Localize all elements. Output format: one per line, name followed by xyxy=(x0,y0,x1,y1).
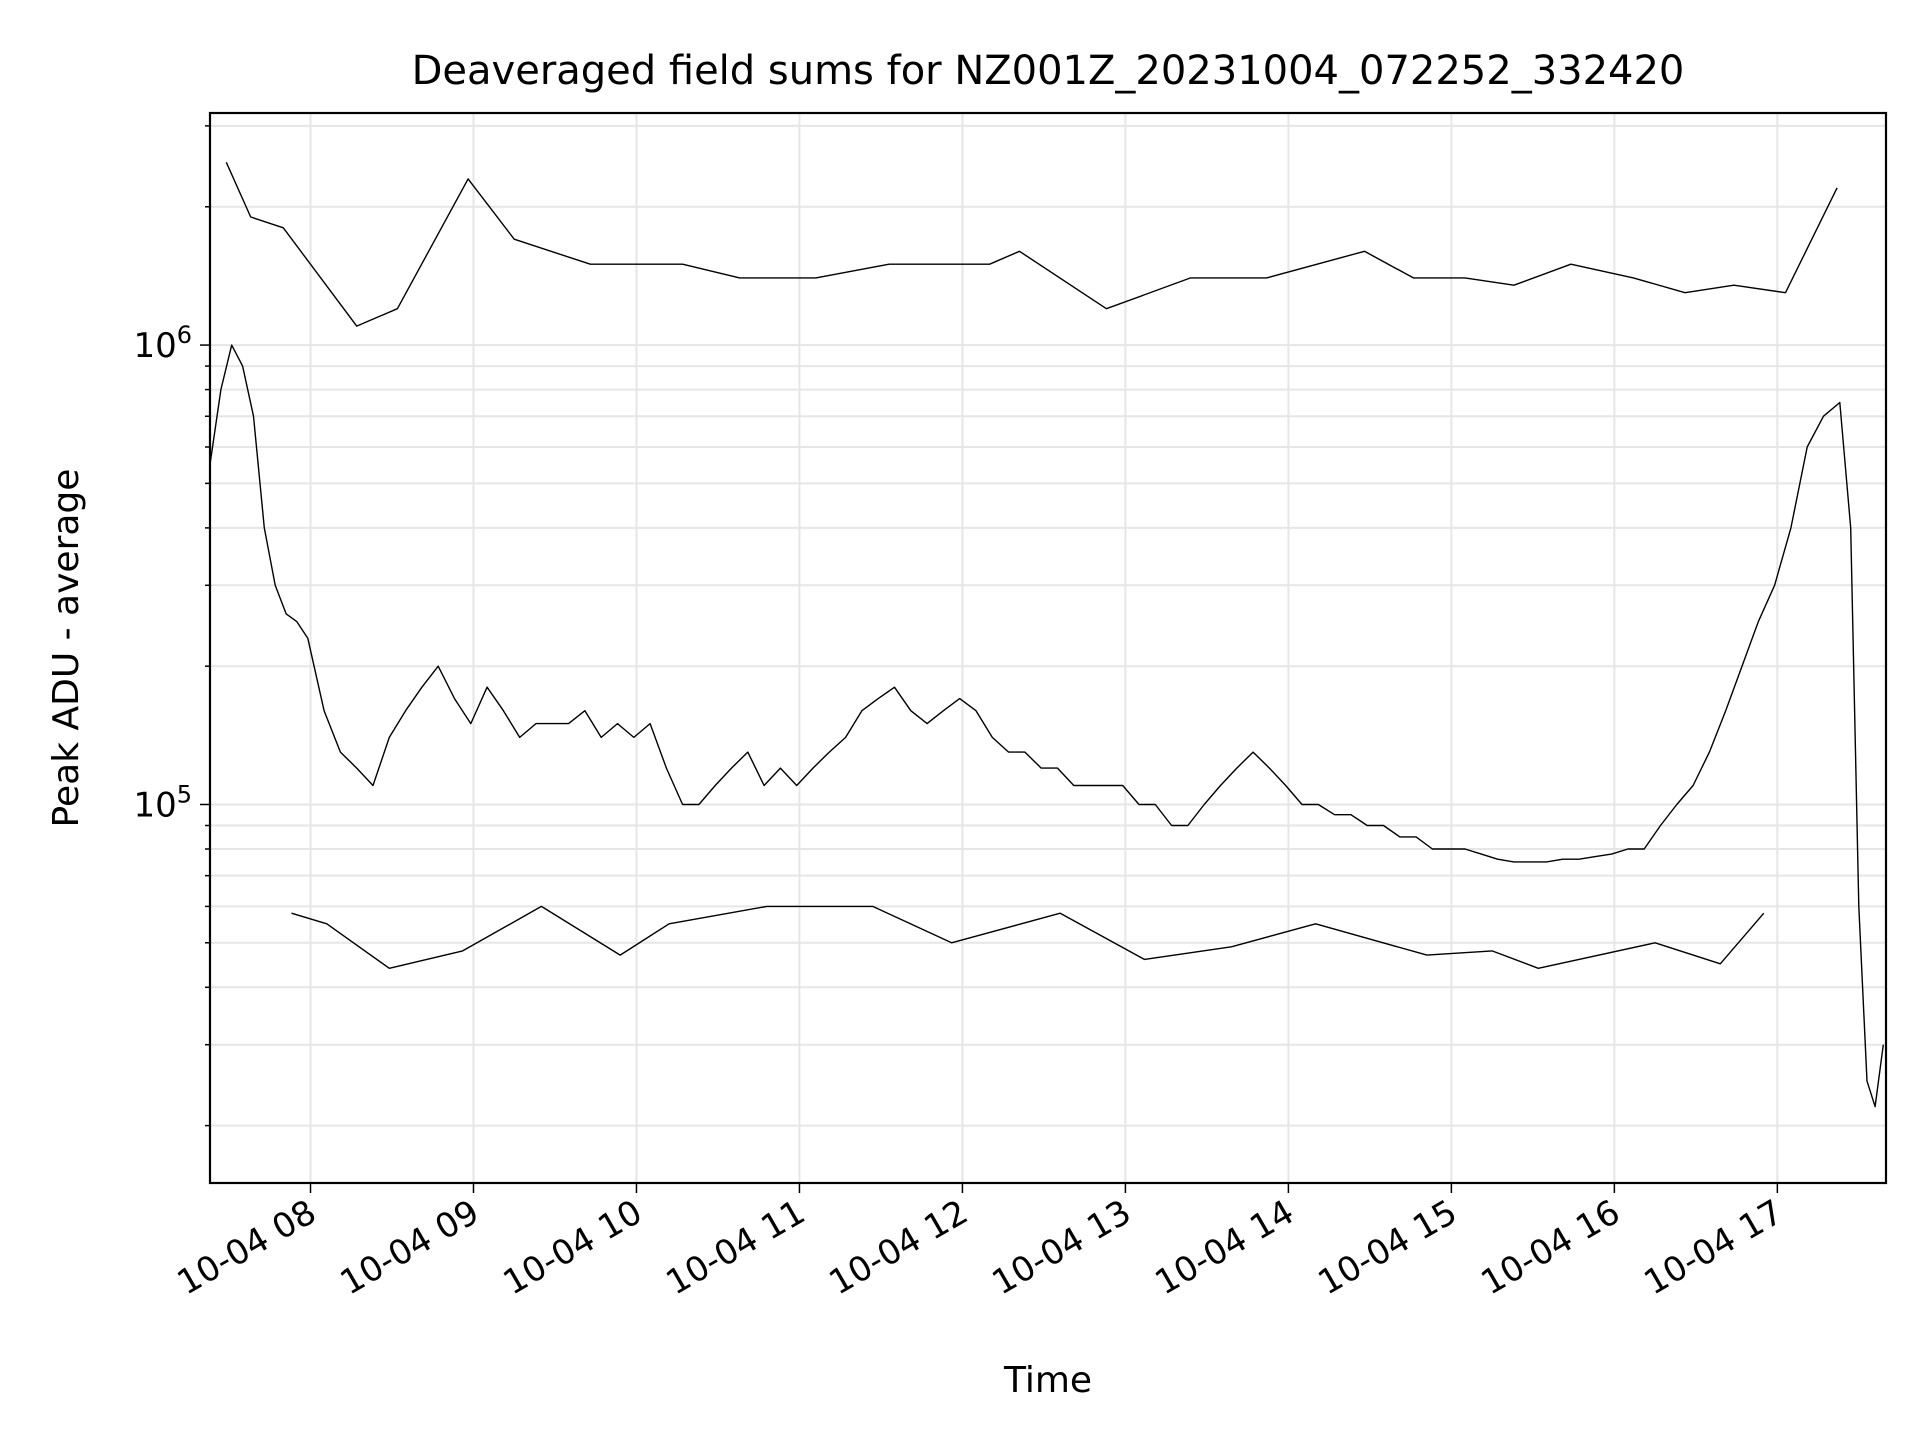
y-tick-exponent: 6 xyxy=(177,321,192,349)
y-tick-base: 10 xyxy=(133,785,176,825)
series-line-0 xyxy=(209,344,1884,1108)
series-line-1 xyxy=(225,162,1838,327)
series-line-2 xyxy=(291,905,1765,969)
series-layer xyxy=(209,162,1884,1108)
plot-area-frame xyxy=(208,111,1888,1185)
y-tick-label: 105 xyxy=(133,780,192,825)
chart-title: Deaveraged field sums for NZ001Z_2023100… xyxy=(412,48,1685,94)
x-axis-label: Time xyxy=(1003,1360,1092,1401)
grid xyxy=(210,113,1886,1183)
y-tick-label: 106 xyxy=(133,321,192,366)
y-tick-base: 10 xyxy=(133,326,176,366)
y-tick-exponent: 5 xyxy=(177,780,192,808)
y-axis-label: Peak ADU - average xyxy=(46,469,87,828)
